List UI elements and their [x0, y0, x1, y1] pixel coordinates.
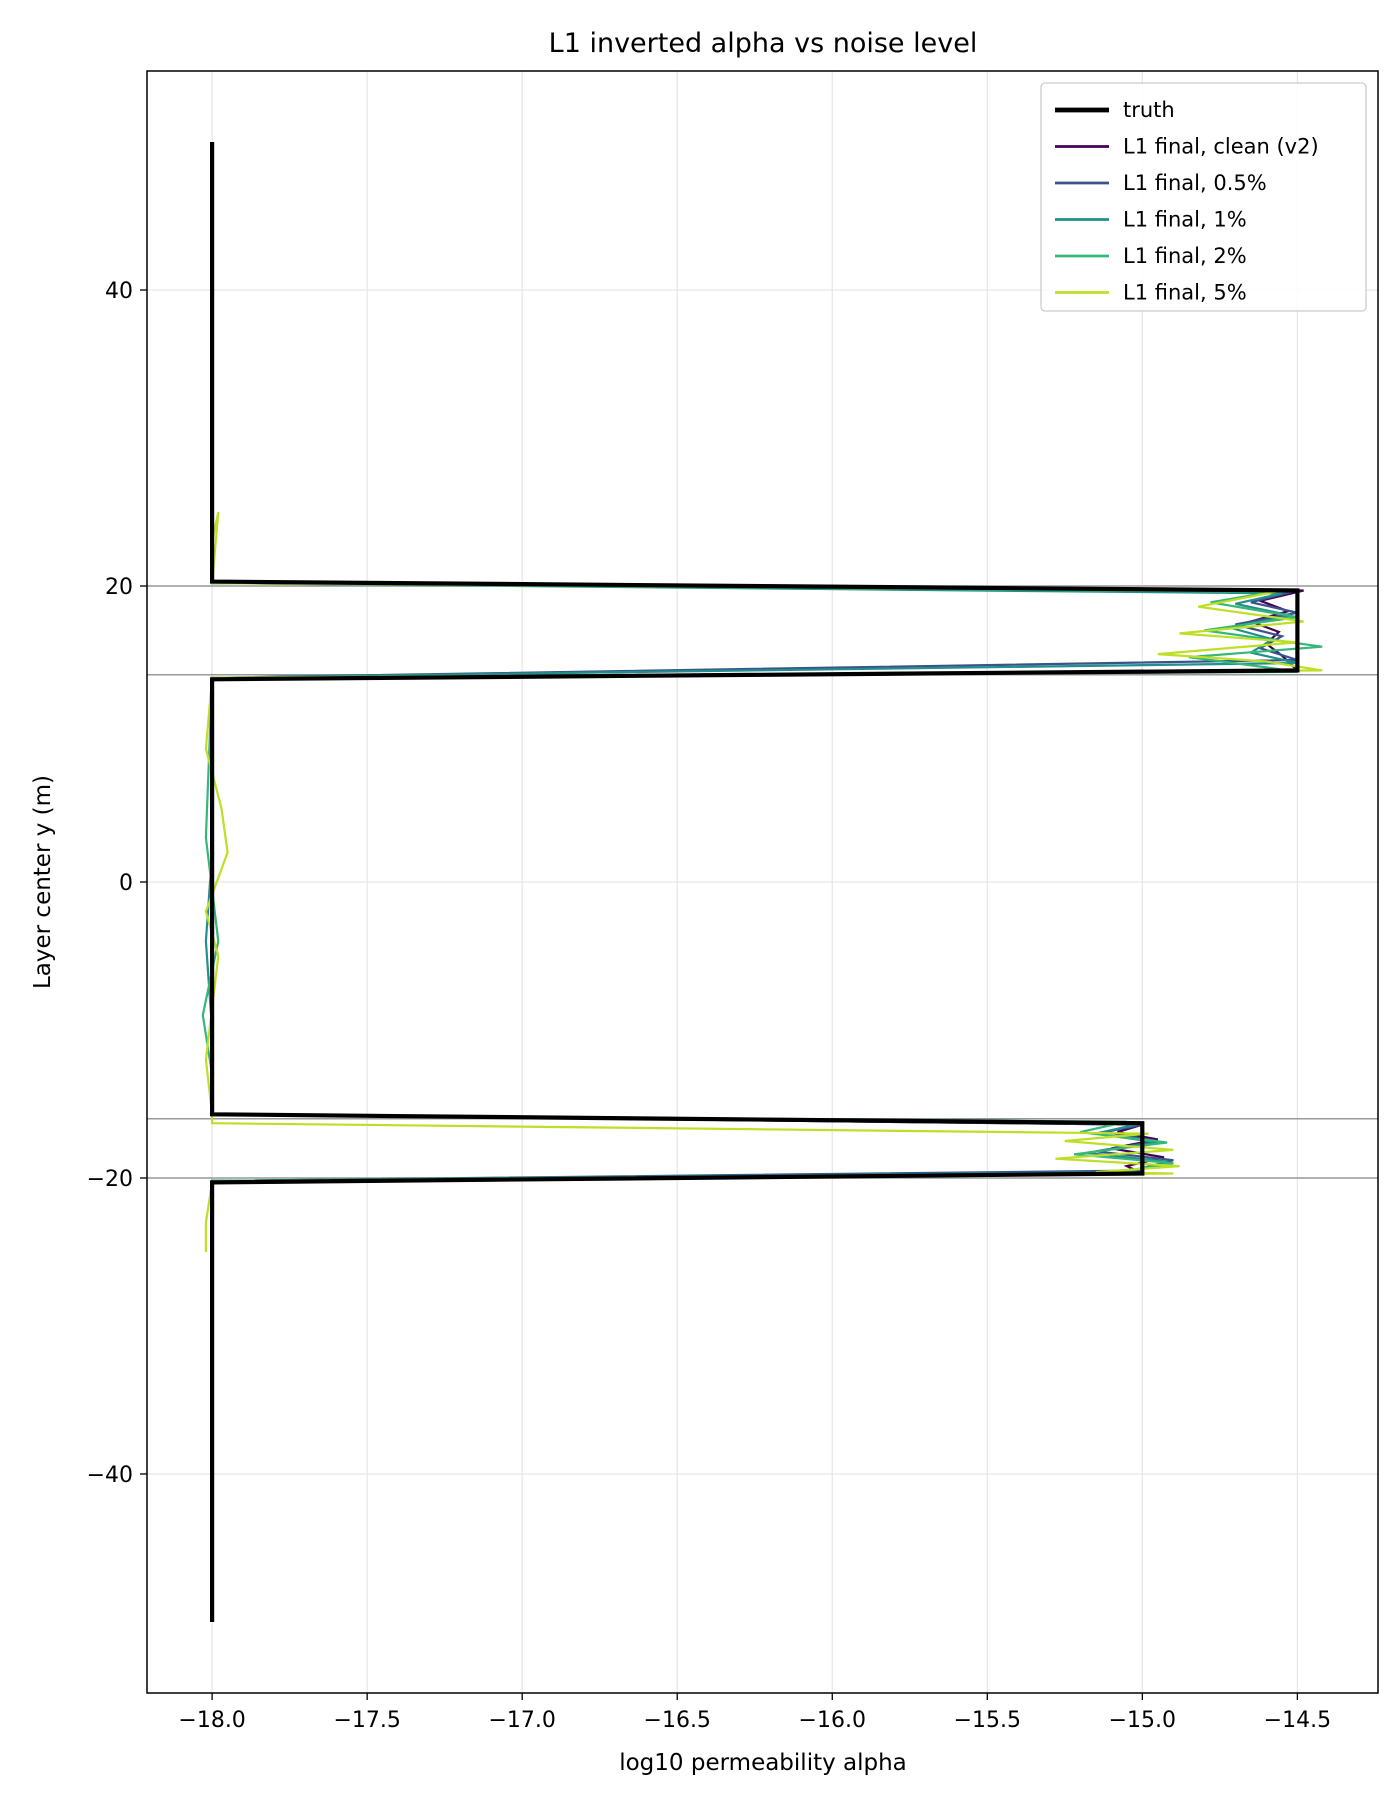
legend: truth L1 final, clean (v2) L1 final, 0.5% L… — [1040, 82, 1367, 312]
y-tick-label: 0 — [119, 871, 133, 896]
x-tick-label: −17.0 — [488, 1708, 555, 1733]
series-line-truth — [210, 142, 1300, 1622]
x-axis-label: log10 permeability alpha — [619, 1750, 907, 1776]
legend-entry-label: L1 final, 5% — [1123, 281, 1247, 305]
y-tick-label: 20 — [105, 575, 133, 600]
legend-entry-label: truth — [1123, 98, 1175, 122]
y-tick-label: −40 — [87, 1463, 133, 1488]
series-lines — [201, 142, 1323, 1622]
x-tick-label: −18.0 — [178, 1708, 245, 1733]
chart-title: L1 inverted alpha vs noise level — [549, 28, 978, 59]
y-axis-ticks: −40 −20 0 20 40 — [87, 279, 147, 1488]
x-tick-label: −14.5 — [1264, 1708, 1331, 1733]
x-axis-ticks: −18.0 −17.5 −17.0 −16.5 −16.0 −15.5 −15.0 −14.5 — [178, 1693, 1331, 1733]
x-tick-label: −16.5 — [644, 1708, 711, 1733]
legend-entry-label: L1 final, 0.5% — [1123, 171, 1267, 195]
y-tick-label: 40 — [105, 279, 133, 304]
x-tick-label: −15.5 — [954, 1708, 1021, 1733]
x-tick-label: −15.0 — [1109, 1708, 1176, 1733]
legend-entry-label: L1 final, 2% — [1123, 244, 1247, 268]
legend-entry-label: L1 final, 1% — [1123, 208, 1247, 232]
y-tick-label: −20 — [87, 1167, 133, 1192]
y-axis-label: Layer center y (m) — [30, 775, 56, 989]
series-line-l1-final-5 — [204, 511, 1323, 1252]
legend-entry-label: L1 final, clean (v2) — [1123, 135, 1319, 159]
x-tick-label: −16.0 — [799, 1708, 866, 1733]
legend-box — [1040, 82, 1367, 312]
x-tick-label: −17.5 — [333, 1708, 400, 1733]
